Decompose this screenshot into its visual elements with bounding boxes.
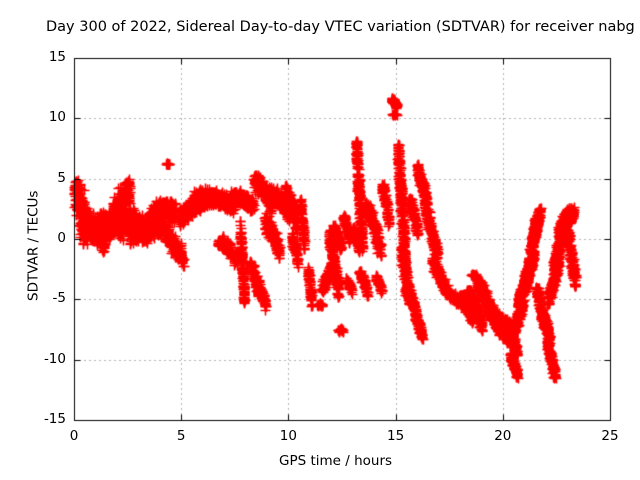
y-tick-label: -15 bbox=[43, 411, 66, 427]
x-tick-label: 10 bbox=[279, 428, 297, 444]
y-tick-label: 5 bbox=[57, 169, 66, 186]
y-tick-label: 10 bbox=[48, 109, 66, 126]
x-tick-label: 15 bbox=[387, 428, 405, 444]
x-tick-label: 20 bbox=[494, 428, 512, 444]
y-tick-label: 15 bbox=[48, 49, 66, 65]
y-tick-label: -5 bbox=[52, 290, 66, 307]
chart-title: Day 300 of 2022, Sidereal Day-to-day VTE… bbox=[46, 19, 635, 35]
y-tick-label: 0 bbox=[57, 230, 66, 246]
x-tick-label: 5 bbox=[176, 428, 186, 444]
x-tick-label: 25 bbox=[601, 428, 619, 444]
x-tick-label: 0 bbox=[69, 428, 79, 444]
y-tick-label: -10 bbox=[43, 350, 66, 367]
x-axis-label: GPS time / hours bbox=[279, 453, 393, 469]
